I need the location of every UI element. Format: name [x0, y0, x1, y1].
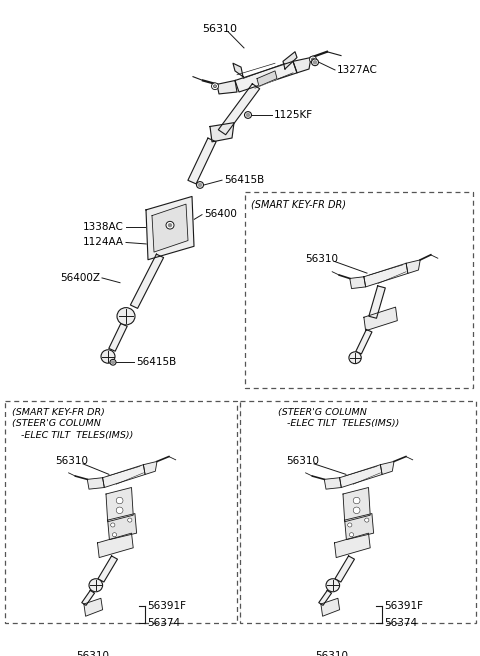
Text: (STEER'G COLUMN: (STEER'G COLUMN: [12, 419, 101, 428]
Text: 56310: 56310: [315, 651, 348, 656]
Bar: [5, 401, 237, 623]
Polygon shape: [283, 52, 297, 69]
Circle shape: [198, 184, 202, 186]
Circle shape: [212, 83, 218, 90]
Polygon shape: [146, 196, 194, 260]
Polygon shape: [109, 323, 127, 351]
Circle shape: [310, 56, 316, 63]
Circle shape: [214, 85, 216, 88]
Text: 56415B: 56415B: [224, 175, 264, 185]
Polygon shape: [218, 84, 260, 134]
Text: (STEER'G COLUMN: (STEER'G COLUMN: [278, 407, 367, 417]
Text: 1338AC: 1338AC: [83, 222, 124, 232]
Text: 56391F: 56391F: [147, 601, 186, 611]
Text: -ELEC TILT  TELES(IMS)): -ELEC TILT TELES(IMS)): [12, 430, 133, 440]
Circle shape: [89, 579, 103, 592]
Text: 56374: 56374: [384, 618, 417, 628]
Circle shape: [312, 58, 314, 61]
Polygon shape: [364, 263, 408, 287]
Polygon shape: [210, 123, 234, 142]
Polygon shape: [235, 61, 297, 92]
Polygon shape: [369, 286, 385, 318]
Polygon shape: [87, 478, 104, 489]
Circle shape: [313, 61, 317, 64]
Text: 1125KF: 1125KF: [274, 110, 313, 120]
Polygon shape: [108, 514, 137, 540]
Bar: [240, 401, 476, 623]
Polygon shape: [188, 138, 216, 184]
Polygon shape: [257, 71, 277, 86]
Circle shape: [112, 361, 114, 363]
Text: 56310: 56310: [286, 456, 319, 466]
Polygon shape: [103, 464, 145, 487]
Polygon shape: [131, 254, 164, 308]
Polygon shape: [321, 598, 340, 616]
Polygon shape: [364, 307, 397, 331]
Circle shape: [353, 507, 360, 514]
Polygon shape: [217, 81, 237, 94]
Polygon shape: [106, 487, 133, 522]
Text: 56415B: 56415B: [136, 358, 176, 367]
Polygon shape: [319, 590, 332, 605]
Polygon shape: [345, 514, 373, 540]
Circle shape: [246, 113, 250, 117]
Circle shape: [112, 533, 117, 537]
Polygon shape: [293, 58, 311, 73]
Text: 1327AC: 1327AC: [337, 65, 378, 75]
Circle shape: [326, 579, 340, 592]
Circle shape: [168, 224, 171, 226]
Circle shape: [348, 523, 352, 527]
Circle shape: [166, 221, 174, 229]
Circle shape: [116, 497, 123, 504]
Polygon shape: [335, 533, 370, 558]
Circle shape: [349, 352, 361, 363]
Polygon shape: [233, 63, 243, 77]
Polygon shape: [82, 590, 95, 605]
Circle shape: [101, 350, 115, 363]
Text: (SMART KEY-FR DR): (SMART KEY-FR DR): [251, 199, 346, 209]
Circle shape: [196, 182, 204, 188]
Circle shape: [116, 507, 123, 514]
Polygon shape: [98, 556, 118, 582]
Polygon shape: [340, 464, 382, 487]
Polygon shape: [343, 487, 370, 522]
Polygon shape: [356, 329, 372, 354]
Polygon shape: [324, 478, 341, 489]
Polygon shape: [144, 461, 157, 474]
Bar: [245, 192, 473, 388]
Circle shape: [117, 308, 135, 325]
Circle shape: [110, 359, 116, 365]
Circle shape: [128, 518, 132, 522]
Text: 1124AA: 1124AA: [83, 237, 124, 247]
Polygon shape: [335, 556, 354, 582]
Text: -ELEC TILT  TELES(IMS)): -ELEC TILT TELES(IMS)): [278, 419, 399, 428]
Polygon shape: [84, 598, 103, 616]
Circle shape: [365, 518, 369, 522]
Text: 56400: 56400: [204, 209, 237, 218]
Text: 56374: 56374: [147, 618, 180, 628]
Polygon shape: [380, 461, 394, 474]
Text: 56310: 56310: [203, 24, 238, 33]
Circle shape: [111, 523, 115, 527]
Polygon shape: [152, 204, 188, 252]
Text: 56310: 56310: [76, 651, 109, 656]
Text: 56310: 56310: [305, 254, 338, 264]
Circle shape: [312, 59, 319, 66]
Polygon shape: [406, 260, 420, 274]
Circle shape: [244, 112, 252, 118]
Polygon shape: [350, 277, 366, 289]
Text: 56310: 56310: [55, 456, 88, 466]
Circle shape: [349, 533, 354, 537]
Text: 56391F: 56391F: [384, 601, 423, 611]
Circle shape: [353, 497, 360, 504]
Text: (SMART KEY-FR DR): (SMART KEY-FR DR): [12, 407, 105, 417]
Text: 56400Z: 56400Z: [60, 273, 100, 283]
Polygon shape: [97, 533, 133, 558]
